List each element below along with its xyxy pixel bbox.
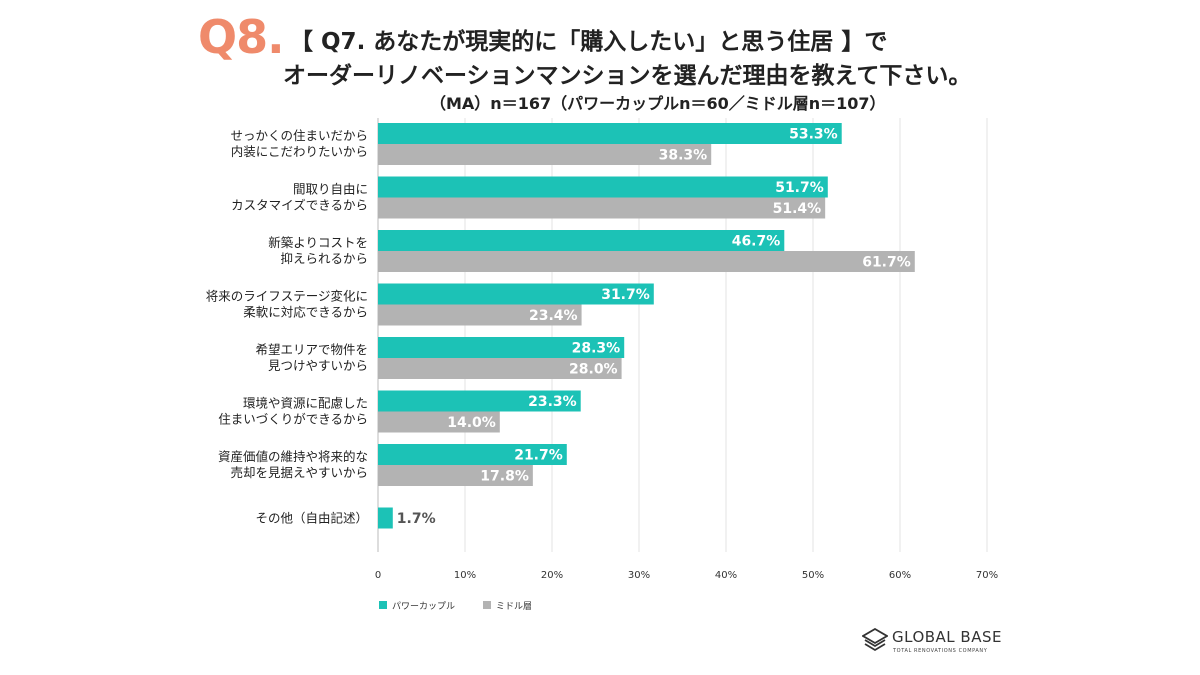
x-tick-label: 70% [976, 570, 998, 581]
bar-middle [378, 144, 712, 165]
data-label: 46.7% [732, 234, 781, 250]
category-label: 将来のライフステージ変化に [206, 289, 368, 304]
bar-power-couple [378, 390, 581, 412]
category-label: 資産価値の維持や将来的な [218, 449, 368, 464]
data-label: 61.7% [862, 255, 911, 271]
data-label: 21.7% [514, 448, 563, 464]
data-label: 23.4% [529, 308, 578, 324]
bar-middle [378, 197, 826, 219]
legend-label: パワーカップル [392, 601, 455, 612]
data-label: 51.4% [773, 201, 822, 217]
bar-middle [378, 358, 622, 379]
bars: 53.3% 38.3% 51.7% 51.4% 46.7% 61.7% 31.7% 23.4%… [378, 123, 915, 529]
category-label: 希望エリアで物件を [255, 342, 368, 357]
category-label: 内装にこだわりたいから [231, 144, 368, 159]
bar-middle [378, 411, 500, 433]
data-label: 51.7% [775, 180, 824, 196]
x-tick-label: 10% [454, 570, 476, 581]
x-tick-label: 60% [889, 570, 911, 581]
category-label: 売却を見据えやすいから [230, 465, 368, 480]
x-tick-label: 50% [802, 570, 824, 581]
chart-title-line-1: 【 Q7. あなたが現実的に「購入したい」と思う住居 】で [290, 29, 888, 55]
data-label: 28.3% [572, 341, 621, 357]
data-label: 28.0% [569, 362, 618, 378]
x-tick-label: 40% [715, 570, 737, 581]
data-label: 38.3% [659, 148, 708, 164]
category-label: 見つけやすいから [268, 358, 368, 373]
category-label: せっかくの住まいだから [230, 128, 368, 143]
bar-power-couple [378, 230, 785, 251]
chart-title-line-2: オーダーリノベーションマンションを選んだ理由を教えて下さい。 [283, 63, 972, 89]
bar-power-couple [378, 507, 393, 529]
category-labels: せっかくの住まいだから内装にこだわりたいから間取り自由にカスタマイズできるから新… [206, 128, 368, 526]
bar-middle [378, 465, 533, 486]
legend-swatch [483, 601, 491, 609]
x-tick-label: 20% [541, 570, 563, 581]
data-label: 17.8% [480, 469, 529, 485]
data-label: 1.7% [397, 511, 436, 527]
legend-label: ミドル層 [496, 601, 532, 612]
legend: パワーカップル ミドル層 [379, 601, 532, 612]
logo-tagline: TOTAL RENOVATIONS COMPANY [893, 648, 988, 654]
category-label: 住まいづくりができるから [218, 412, 368, 427]
logo-wordmark: GLOBAL BASE [892, 628, 1002, 646]
question-number: Q8. [198, 10, 285, 64]
bar-middle [378, 251, 915, 272]
bar-power-couple [378, 283, 654, 305]
category-label: 環境や資源に配慮した [243, 396, 368, 411]
category-label: 柔軟に対応できるから [243, 305, 368, 320]
bar-power-couple [378, 444, 567, 465]
chart-subtitle: （MA）n＝167（パワーカップルn＝60／ミドル層n＝107） [430, 94, 886, 113]
bar-power-couple [378, 176, 828, 198]
x-axis-ticks: 0 10% 20% 30% 40% 50% 60% 70% [375, 570, 998, 581]
category-label: 抑えられるから [280, 251, 368, 266]
category-label: 新築よりコストを [268, 235, 368, 250]
bar-power-couple [378, 337, 625, 358]
category-label: 間取り自由に [293, 182, 368, 197]
data-label: 31.7% [601, 287, 650, 303]
legend-swatch [379, 601, 387, 609]
x-tick-label: 30% [628, 570, 650, 581]
category-label: その他（自由記述） [255, 511, 368, 526]
category-label: カスタマイズできるから [231, 198, 368, 213]
data-label: 23.3% [528, 394, 577, 410]
x-tick-label: 0 [375, 570, 381, 581]
logo-mark-icon [862, 628, 888, 652]
data-label: 53.3% [789, 127, 838, 143]
company-logo: GLOBAL BASE TOTAL RENOVATIONS COMPANY [862, 626, 1002, 662]
data-label: 14.0% [447, 415, 496, 431]
bar-power-couple [378, 123, 842, 144]
bar-middle [378, 304, 582, 326]
